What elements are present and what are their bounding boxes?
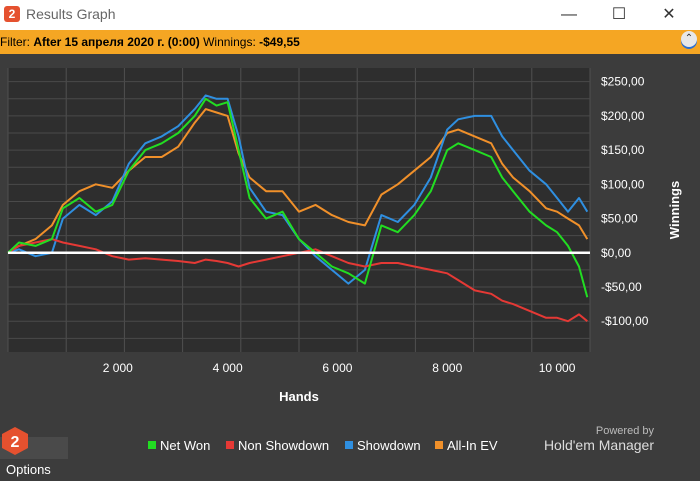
winnings-value: -$49,55 (259, 35, 300, 49)
y-tick-label: -$50,00 (601, 280, 642, 294)
powered-by-label: Powered by (595, 425, 654, 437)
series-line-net-won (7, 97, 589, 298)
app-logo-icon: 2 (4, 6, 20, 22)
results-chart: $250,00 $200,00 $150,00 $100,00 $50,00 $0,00 -… (7, 68, 682, 453)
y-tick-label: $250,00 (601, 75, 645, 89)
hm-logo-icon: 2 (2, 427, 28, 455)
legend-item: Net Won (148, 438, 210, 453)
options-label: Options (6, 462, 51, 477)
title-bar: 2 Results Graph — ☐ ✕ (0, 0, 700, 30)
legend-swatch (226, 441, 234, 449)
window-title: Results Graph (26, 6, 116, 22)
close-button[interactable]: ✕ (662, 6, 676, 23)
filter-summary: Filter: After 15 апреля 2020 г. (0:00) W… (0, 30, 300, 54)
legend-label: Showdown (357, 438, 421, 453)
legend-swatch (345, 441, 353, 449)
x-tick-label: 6 000 (322, 361, 352, 375)
svg-text:2: 2 (11, 434, 20, 451)
maximize-button[interactable]: ☐ (611, 6, 627, 23)
minimize-button[interactable]: — (561, 6, 577, 23)
y-tick-label: $200,00 (601, 109, 645, 123)
legend-label: Net Won (160, 438, 210, 453)
legend-swatch (148, 441, 156, 449)
legend-item: All-In EV (435, 438, 498, 453)
filter-value: After 15 апреля 2020 г. (0:00) (33, 35, 200, 49)
legend-swatch (435, 441, 443, 449)
filter-prefix: Filter: (0, 35, 30, 49)
series-line-all-in-ev (7, 108, 589, 254)
collapse-button[interactable]: ⌃ (681, 31, 697, 47)
legend-label: All-In EV (447, 438, 498, 453)
x-tick-label: 2 000 (103, 361, 133, 375)
legend-item: Non Showdown (226, 438, 329, 453)
y-tick-label: $100,00 (601, 177, 645, 191)
y-tick-label: -$100,00 (601, 314, 649, 328)
y-axis-title: Winnings (667, 181, 682, 239)
y-tick-label: $50,00 (601, 212, 638, 226)
y-tick-label: $0,00 (601, 246, 631, 260)
legend-item: Showdown (345, 438, 421, 453)
product-name: Hold'em Manager (543, 437, 654, 453)
x-tick-label: 10 000 (539, 361, 576, 375)
x-tick-label: 8 000 (432, 361, 462, 375)
x-tick-label: 4 000 (213, 361, 243, 375)
y-tick-label: $150,00 (601, 143, 645, 157)
winnings-label: Winnings: (203, 35, 256, 49)
x-axis-title: Hands (279, 389, 319, 404)
legend-label: Non Showdown (238, 438, 329, 453)
